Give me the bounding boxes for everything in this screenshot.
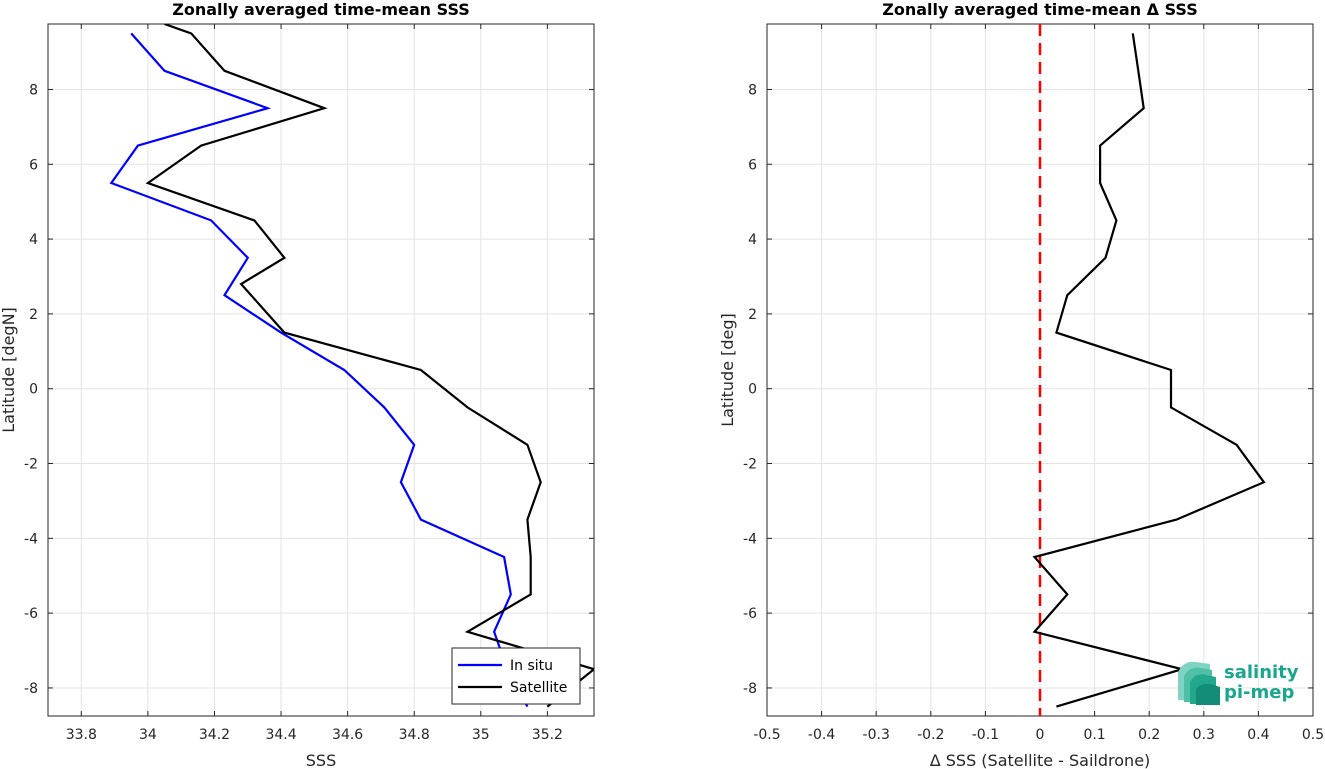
y-tick-label-5: 2 bbox=[748, 307, 757, 323]
x-tick-label-2: 34.2 bbox=[199, 727, 230, 743]
x-tick-label-1: 34 bbox=[139, 727, 157, 743]
x-tick-label-3: -0.2 bbox=[917, 727, 944, 743]
x-tick-label-0: -0.5 bbox=[753, 727, 780, 743]
x-tick-label-5: 34.8 bbox=[399, 727, 430, 743]
chart-title: Zonally averaged time-mean SSS bbox=[172, 0, 470, 19]
y-tick-label-0: -8 bbox=[743, 681, 757, 697]
legend-label-in-situ: In situ bbox=[510, 658, 553, 674]
y-tick-label-7: 6 bbox=[748, 157, 757, 173]
left-panel: 33.8 34 34.2 34.4 34.6 34.8 35 35.2 -8 -6 -4 -2 0 2 4 6… bbox=[0, 0, 595, 769]
y-tick-label-6: 4 bbox=[748, 232, 757, 248]
x-axis-label: Δ SSS (Satellite - Saildrone) bbox=[930, 751, 1151, 769]
axes-box bbox=[47, 23, 595, 717]
x-axis-label: SSS bbox=[306, 751, 336, 769]
y-tick-label-2: -4 bbox=[743, 531, 757, 547]
x-tick-label-4: -0.1 bbox=[972, 727, 999, 743]
logo-text-line2: pi-mep bbox=[1224, 682, 1294, 703]
y-tick-label-2: -4 bbox=[24, 531, 38, 547]
y-tick-label-5: 2 bbox=[29, 307, 38, 323]
y-tick-label-7: 6 bbox=[29, 157, 38, 173]
x-tick-label-1: -0.4 bbox=[808, 727, 835, 743]
x-tick-label-6: 0.1 bbox=[1083, 727, 1105, 743]
x-tick-label-10: 0.5 bbox=[1302, 727, 1324, 743]
y-tick-label-3: -2 bbox=[743, 457, 757, 473]
logo-waves-icon bbox=[1178, 661, 1220, 705]
y-tick-label-8: 8 bbox=[748, 82, 757, 98]
delta-series-line bbox=[1032, 33, 1266, 708]
y-tick-label-6: 4 bbox=[29, 232, 38, 248]
y-tick-label-3: -2 bbox=[24, 457, 38, 473]
x-tick-label-8: 0.3 bbox=[1193, 727, 1215, 743]
x-tick-label-7: 0.2 bbox=[1138, 727, 1160, 743]
y-axis-label: Latitude [degN] bbox=[0, 307, 18, 433]
logo-text-line1: salinity bbox=[1224, 662, 1299, 683]
x-tick-label-5: 0 bbox=[1036, 727, 1045, 743]
x-tick-label-7: 35.2 bbox=[532, 727, 563, 743]
x-tick-label-4: 34.6 bbox=[332, 727, 363, 743]
legend: In situ Satellite bbox=[451, 647, 581, 705]
legend-box bbox=[451, 647, 581, 705]
salinity-pimep-logo: salinity pi-mep bbox=[1178, 661, 1299, 705]
satellite-series-line bbox=[145, 24, 594, 708]
x-tick-label-2: -0.3 bbox=[863, 727, 890, 743]
chart-title: Zonally averaged time-mean Δ SSS bbox=[882, 0, 1198, 19]
x-tick-label-6: 35 bbox=[472, 727, 490, 743]
x-tick-label-0: 33.8 bbox=[66, 727, 97, 743]
y-tick-label-8: 8 bbox=[29, 82, 38, 98]
y-tick-label-4: 0 bbox=[29, 382, 38, 398]
x-tick-label-9: 0.4 bbox=[1247, 727, 1269, 743]
y-tick-label-1: -6 bbox=[24, 606, 38, 622]
legend-label-satellite: Satellite bbox=[510, 680, 567, 696]
right-panel: -0.5 -0.4 -0.3 -0.2 -0.1 0 0.1 0.2 0.3 0.4 0.5 -8 -6… bbox=[718, 0, 1324, 769]
x-tick-label-3: 34.4 bbox=[265, 727, 296, 743]
y-tick-label-1: -6 bbox=[743, 606, 757, 622]
y-tick-label-0: -8 bbox=[24, 681, 38, 697]
y-axis-label: Latitude [deg] bbox=[718, 313, 737, 427]
in-situ-series-line bbox=[109, 32, 529, 708]
y-tick-label-4: 0 bbox=[748, 382, 757, 398]
